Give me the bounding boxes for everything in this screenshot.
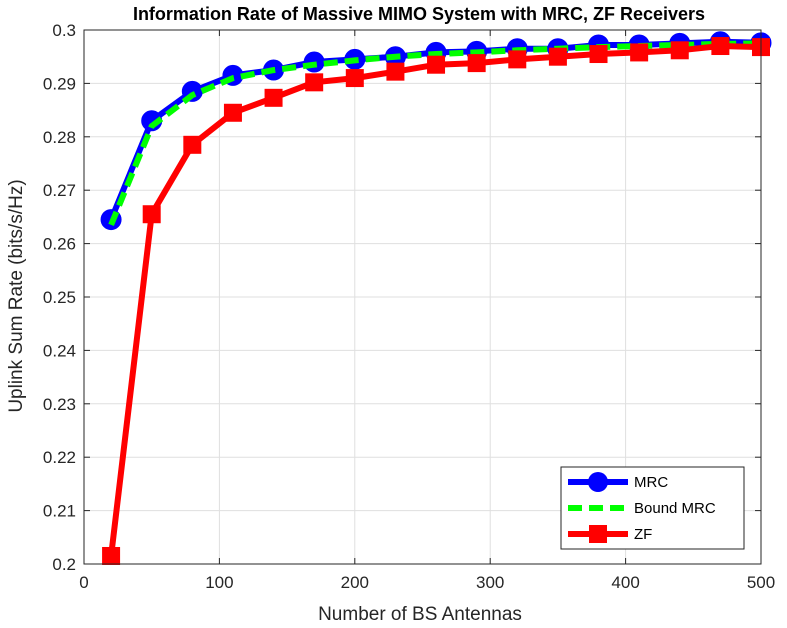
legend-label: MRC [634,474,668,491]
y-tick-label: 0.24 [43,341,76,360]
data-point [589,45,608,64]
y-tick-label: 0.25 [43,288,76,307]
x-tick-label: 0 [79,573,88,592]
legend-marker [589,525,607,543]
data-point [345,69,364,88]
y-tick-label: 0.26 [43,235,76,254]
y-tick-label: 0.2 [52,555,76,574]
y-tick-label: 0.29 [43,74,76,93]
y-tick-label: 0.23 [43,395,76,414]
data-point [102,546,121,565]
data-point [711,37,730,56]
y-tick-label: 0.27 [43,181,76,200]
data-point [548,47,567,66]
series-bound-mrc [108,40,762,227]
legend: MRC Bound MRC ZF [560,466,745,550]
data-point [630,43,649,62]
legend-entry: Bound MRC [568,500,716,517]
data-point [467,54,486,73]
series-line [108,40,762,227]
y-tick-label: 0.28 [43,128,76,147]
data-point [305,73,324,92]
y-axis-ticks: 0.2 0.21 0.22 0.23 0.24 0.25 0.26 0.27 0.28 0.29 0… [43,21,761,574]
x-axis-label: Number of BS Antennas [318,604,522,625]
x-tick-label: 400 [611,573,639,592]
chart-title: Information Rate of Massive MIMO System … [133,4,705,24]
data-point [264,88,283,107]
y-tick-label: 0.22 [43,448,76,467]
y-tick-label: 0.3 [52,21,76,40]
data-point [142,205,161,224]
data-point [183,135,202,154]
legend-entry: ZF [568,525,652,543]
x-tick-label: 500 [747,573,775,592]
x-tick-label: 100 [205,573,233,592]
x-axis-ticks: 0 100 200 300 400 500 [79,30,775,592]
y-axis-label: Uplink Sum Rate (bits/s/Hz) [6,179,27,412]
x-tick-label: 300 [476,573,504,592]
legend-label: ZF [634,526,652,543]
x-tick-label: 200 [341,573,369,592]
data-point [508,50,527,69]
y-tick-label: 0.21 [43,502,76,521]
data-point [386,62,405,81]
legend-label: Bound MRC [634,500,716,517]
data-point [223,103,242,122]
data-point [670,41,689,60]
data-point [427,55,446,74]
legend-entry: MRC [568,472,668,492]
legend-marker [588,472,608,492]
